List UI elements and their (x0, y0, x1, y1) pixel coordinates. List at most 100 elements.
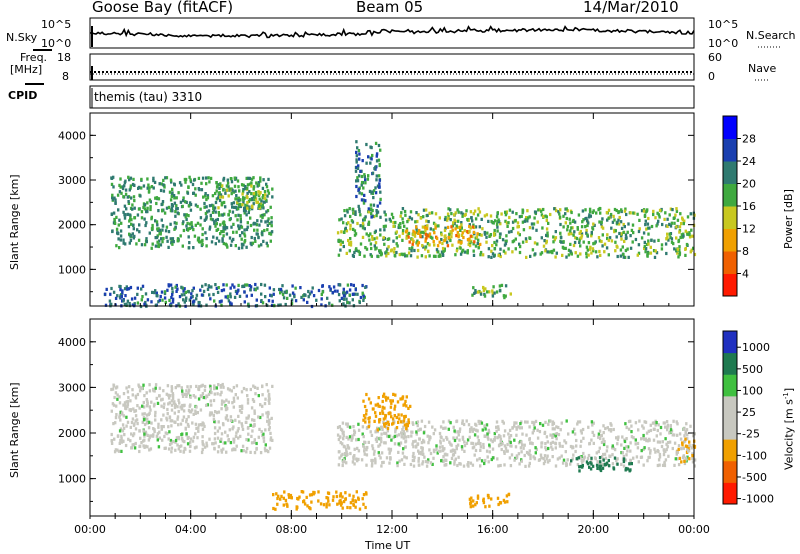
power-cell (387, 237, 391, 241)
power-cell (367, 234, 370, 238)
power-cell (212, 206, 215, 210)
velocity-cell (503, 444, 507, 448)
power-cell (580, 225, 584, 229)
velocity-cell (258, 427, 261, 431)
velocity-cell (220, 432, 224, 436)
velocity-cell (590, 438, 593, 442)
velocity-cell (403, 462, 406, 466)
velocity-cell (217, 410, 221, 414)
power-cell (626, 230, 629, 234)
power-cell (173, 196, 176, 200)
velocity-cell (145, 413, 149, 417)
power-cell (502, 249, 506, 253)
velocity-cell (386, 434, 389, 438)
velocity-cell (238, 409, 242, 413)
power-cell (128, 213, 132, 217)
power-cell (463, 250, 467, 254)
power-cell (260, 282, 263, 287)
power-cell (267, 299, 271, 303)
velocity-cell (393, 407, 396, 411)
power-cell (331, 303, 334, 307)
power-cell (370, 157, 373, 161)
velocity-cell (342, 500, 346, 504)
velocity-cell (602, 452, 605, 457)
power-cell (201, 176, 205, 180)
velocity-cell (174, 448, 177, 452)
velocity-cell (265, 448, 268, 453)
velocity-cell (545, 457, 548, 461)
power-cell (118, 183, 121, 187)
freq-label: Freq. (20, 51, 48, 64)
power-cell (446, 218, 449, 222)
velocity-cell (219, 439, 222, 443)
power-cell (518, 242, 521, 246)
power-cell (269, 232, 273, 236)
velocity-cell (158, 430, 161, 434)
power-cell (162, 178, 165, 182)
velocity-cell (369, 430, 372, 434)
power-cell (191, 289, 194, 293)
velocity-cell (365, 453, 369, 457)
velocity-cell (397, 433, 401, 437)
power-cell (678, 248, 681, 252)
velocity-cell (506, 449, 509, 453)
power-cell (253, 195, 257, 199)
velocity-cell (212, 417, 216, 421)
velocity-cell (177, 423, 180, 427)
velocity-cell (461, 421, 464, 425)
velocity-cell (484, 505, 487, 509)
power-cell (257, 236, 260, 240)
power-cell (356, 166, 360, 170)
power-cell (128, 178, 131, 182)
velocity-cell (625, 453, 628, 457)
power-cell (230, 192, 233, 196)
axis-ticks: 00:00 04:00 08:00 12:00 16:00 20:00 00:0010002… (58, 113, 710, 536)
velocity-cell (252, 384, 255, 388)
power-cell (644, 250, 647, 254)
velocity-cell (120, 440, 124, 444)
power-cell (424, 229, 427, 233)
velocity-cell (162, 389, 165, 393)
power-cell (371, 237, 374, 241)
power-cell (261, 186, 265, 190)
velocity-cell (599, 462, 602, 466)
velocity-cell (668, 431, 671, 435)
velocity-cell (554, 432, 558, 436)
power-cell (354, 210, 357, 214)
power-cell (138, 230, 141, 234)
power-cell (199, 240, 202, 244)
power-cell (654, 216, 657, 220)
velocity-cell (229, 441, 233, 445)
power-cell (562, 240, 565, 244)
velocity-cell (171, 392, 175, 396)
power-cell (239, 204, 242, 209)
velocity-cell (485, 449, 489, 453)
power-cell (140, 243, 144, 247)
power-cell (654, 249, 657, 253)
power-cell (443, 238, 446, 242)
power-cell (349, 237, 352, 241)
velocity-cell (261, 384, 264, 389)
velocity-cell (449, 421, 452, 425)
power-cell (180, 285, 183, 289)
velocity-cell (484, 427, 487, 431)
velocity-cell (429, 451, 433, 456)
power-cell (652, 209, 655, 213)
power-cell (642, 231, 646, 235)
power-cell (462, 235, 465, 240)
power-cell (216, 217, 219, 222)
velocity-cell (351, 498, 355, 502)
power-cell (627, 255, 630, 259)
power-cell (360, 174, 364, 179)
velocity-cell (551, 447, 554, 451)
velocity-cell (397, 450, 400, 454)
velocity-cell (200, 450, 204, 455)
power-cell (174, 214, 177, 218)
power-cell (581, 220, 584, 224)
power-cell (552, 235, 555, 239)
power-cell (279, 287, 283, 292)
velocity-cell (213, 447, 216, 451)
velocity-cell (405, 395, 408, 399)
power-cell (221, 213, 224, 217)
velocity-cell (308, 506, 311, 510)
